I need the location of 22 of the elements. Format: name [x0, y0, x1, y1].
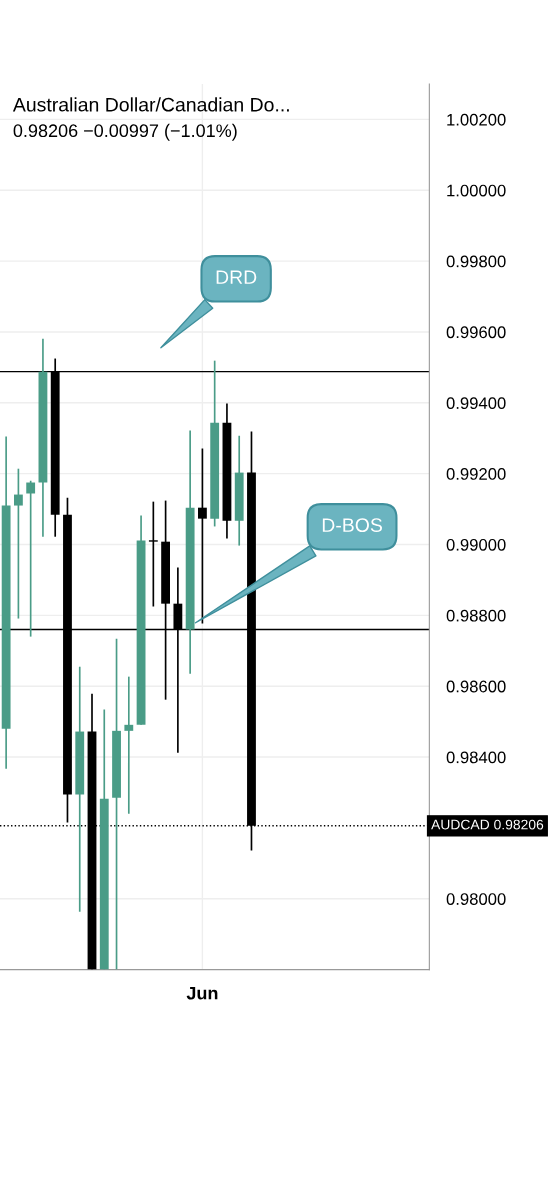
x-tick-label: Jun [186, 986, 218, 1000]
text: 0.98206 −0.00997 (−1.01%) [13, 123, 237, 141]
y-tick-label: 0.99400 [446, 397, 506, 410]
y-tick-label: 0.99600 [446, 326, 506, 339]
annotation: DRD [216, 270, 257, 284]
y-tick-label: 0.98600 [446, 680, 506, 693]
y-tick-label: 1.00200 [447, 113, 506, 126]
y-tick-label: 0.98800 [446, 609, 506, 622]
text: Australian Dollar/Canadian Do... [12, 97, 289, 112]
y-tick-label: 0.98400 [446, 751, 506, 764]
y-tick-label: 0.98000 [446, 893, 506, 905]
y-tick-label: 0.99000 [446, 538, 506, 551]
candlestick [13, 467, 23, 620]
candlestick [148, 500, 158, 608]
candlestick [124, 675, 134, 815]
annotation: D-BOS [322, 518, 382, 533]
y-tick-label: 1.00000 [447, 184, 506, 197]
ref-line-label: AUDCAD 0.98206 [431, 819, 544, 830]
candlestick [197, 447, 207, 625]
candlestick [26, 479, 36, 638]
y-tick-label: 0.99200 [446, 468, 506, 480]
y-tick-label: 0.99800 [446, 255, 506, 268]
